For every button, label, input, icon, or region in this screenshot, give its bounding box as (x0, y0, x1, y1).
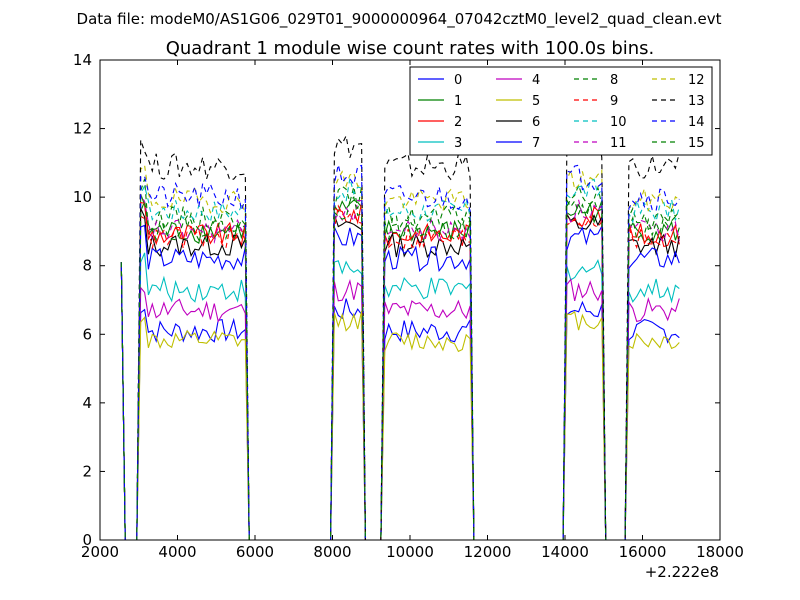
axes-layer: 2000 4000 6000 8000 10000 12000 14000 16000 1800… (73, 51, 744, 561)
x-tick-label: 16000 (619, 543, 667, 561)
series-line-12 (120, 164, 680, 540)
legend-box (409, 66, 713, 156)
legend-label: 1 (454, 94, 462, 109)
legend-label: 14 (688, 115, 705, 130)
x-offset-label: +2.222e8 (645, 563, 719, 581)
y-tick-label: 4 (82, 394, 92, 412)
y-tick-label: 6 (82, 325, 92, 343)
x-tick-label: 2000 (81, 543, 119, 561)
series-line-2 (120, 201, 680, 540)
series-line-7 (120, 224, 680, 540)
legend-label: 8 (610, 73, 618, 88)
legend-label: 10 (610, 115, 627, 130)
series-line-5 (120, 262, 680, 540)
series-line-6 (120, 208, 680, 540)
series-line-4 (120, 262, 680, 540)
legend-label: 15 (688, 136, 705, 151)
y-tick-label: 8 (82, 257, 92, 275)
series-layer (120, 130, 680, 540)
legend-label: 9 (610, 94, 618, 109)
legend-label: 12 (688, 73, 705, 88)
series-line-3 (120, 252, 680, 540)
y-tick-label: 2 (82, 462, 92, 480)
x-tick-label: 4000 (158, 543, 196, 561)
legend-label: 4 (532, 73, 540, 88)
legend-label: 0 (454, 73, 462, 88)
series-line-10 (120, 178, 680, 540)
y-tick-label: 14 (73, 51, 92, 69)
series-line-8 (120, 178, 680, 540)
x-tick-label: 10000 (386, 543, 434, 561)
series-line-9 (120, 204, 680, 540)
y-tick-label: 0 (82, 531, 92, 549)
legend-label: 6 (532, 115, 540, 130)
y-tick-label: 10 (73, 188, 92, 206)
chart-title: Quadrant 1 module wise count rates with … (166, 38, 655, 59)
series-line-11 (120, 193, 680, 540)
legend-label: 13 (688, 94, 705, 109)
x-tick-label: 12000 (464, 543, 512, 561)
series-line-15 (120, 196, 680, 540)
y-tick-label: 12 (73, 120, 92, 138)
legend-label: 2 (454, 115, 462, 130)
x-tick-label: 18000 (696, 543, 744, 561)
figure-suptitle: Data file: modeM0/AS1G06_029T01_90000009… (77, 10, 722, 29)
x-tick-label: 6000 (236, 543, 274, 561)
x-tick-label: 14000 (541, 543, 589, 561)
legend-label: 5 (532, 94, 540, 109)
legend-label: 3 (454, 136, 462, 151)
legend-label: 7 (532, 136, 540, 151)
legend-label: 11 (610, 136, 627, 151)
series-line-14 (120, 164, 680, 540)
series-line-0 (120, 262, 680, 540)
x-tick-label: 8000 (313, 543, 351, 561)
